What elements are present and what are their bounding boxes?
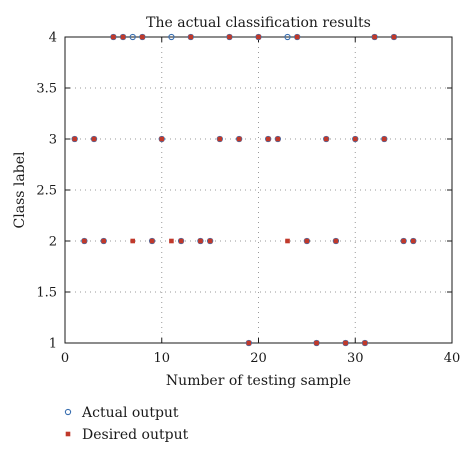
actual-output-point	[197, 237, 204, 245]
actual-output-point	[352, 135, 359, 143]
actual-output-point	[303, 237, 311, 245]
actual-output-point	[274, 135, 281, 143]
actual-output-point	[81, 237, 88, 245]
desired-output-point	[391, 34, 397, 40]
y-tick-label: 4	[49, 31, 57, 46]
actual-output-point	[381, 135, 388, 143]
actual-output-point	[255, 33, 262, 41]
actual-output-point	[216, 135, 223, 143]
x-tick-label: 40	[444, 351, 461, 366]
actual-output-point	[158, 135, 165, 143]
actual-output-point	[177, 237, 185, 245]
actual-output-point	[187, 33, 194, 41]
actual-output-point	[119, 33, 127, 41]
desired-output-point	[120, 34, 126, 40]
desired-output-point	[188, 34, 194, 40]
chart-title: The actual classification results	[146, 15, 371, 31]
actual-output-point	[284, 33, 291, 41]
desired-output-point	[227, 34, 232, 40]
desired-output-point	[411, 238, 416, 244]
desired-output-point	[101, 238, 106, 244]
actual-output-point	[371, 33, 378, 41]
actual-output-point	[226, 33, 233, 41]
desired-output-point	[275, 136, 281, 142]
actual-output-point	[332, 237, 340, 245]
actual-output-point	[90, 135, 98, 143]
y-tick-label: 1.5	[36, 286, 57, 301]
desired-output-point	[207, 238, 213, 244]
desired-output-point	[130, 238, 136, 244]
actual-output-point	[410, 237, 417, 245]
desired-output-point	[381, 136, 387, 142]
desired-output-point	[285, 238, 290, 244]
desired-output-point	[304, 238, 310, 244]
desired-output-point	[111, 34, 116, 40]
actual-output-point	[400, 237, 407, 245]
legend-entry-label: Desired output	[82, 427, 189, 443]
actual-output-point	[206, 237, 214, 245]
actual-output-point	[245, 339, 252, 347]
actual-output-point	[265, 135, 272, 143]
actual-output-point	[129, 33, 136, 41]
actual-output-point	[342, 339, 349, 347]
desired-output-point	[149, 238, 155, 244]
desired-output-point	[217, 136, 223, 142]
actual-output-point	[168, 33, 175, 41]
actual-output-point	[390, 33, 398, 41]
desired-output-point	[72, 136, 77, 142]
desired-output-point	[169, 238, 174, 244]
actual-output-point	[323, 135, 330, 143]
y-axis-label: Class label	[12, 151, 28, 228]
series-desired-output	[72, 34, 416, 346]
desired-output-point	[246, 340, 252, 346]
y-tick-label: 3	[49, 133, 57, 148]
desired-output-point	[256, 34, 261, 40]
x-axis-label: Number of testing sample	[166, 373, 351, 389]
data-series	[71, 33, 417, 347]
grid-lines	[65, 37, 452, 343]
desired-output-point	[362, 340, 368, 346]
desired-output-point	[198, 238, 203, 244]
x-tick-label: 0	[61, 351, 69, 366]
y-tick-label: 3.5	[36, 82, 57, 97]
axis-ticks: 0 10 20 30 40 1 1.5 2 2.5 3 3.5 4	[36, 31, 460, 367]
desired-output-point	[372, 34, 377, 40]
desired-output-point	[333, 238, 339, 244]
desired-output-point	[343, 340, 348, 346]
desired-output-point	[159, 136, 165, 142]
actual-output-point	[235, 135, 243, 143]
desired-output-point	[178, 238, 184, 244]
desired-output-point	[352, 136, 358, 142]
actual-output-point	[100, 237, 107, 245]
desired-output-point	[82, 238, 87, 244]
legend-marker	[65, 431, 71, 437]
desired-output-point	[314, 340, 319, 346]
actual-output-point	[110, 33, 117, 41]
desired-output-point	[236, 136, 242, 142]
x-tick-label: 30	[347, 351, 364, 366]
desired-output-point	[323, 136, 329, 142]
legend-marker	[64, 408, 72, 416]
desired-output-point	[401, 238, 406, 244]
desired-output-point	[91, 136, 97, 142]
desired-output-point	[140, 34, 145, 40]
actual-output-point	[313, 339, 320, 347]
legend: Actual output Desired output	[64, 405, 189, 443]
x-tick-label: 20	[250, 351, 267, 366]
x-tick-label: 10	[153, 351, 170, 366]
y-tick-label: 1	[49, 337, 57, 352]
actual-output-point	[71, 135, 78, 143]
y-tick-label: 2.5	[36, 184, 57, 199]
actual-output-point	[148, 237, 156, 245]
desired-output-point	[265, 136, 271, 142]
desired-output-point	[294, 34, 300, 40]
actual-output-point	[294, 33, 301, 41]
actual-output-point	[139, 33, 146, 41]
actual-output-point	[361, 339, 369, 347]
series-actual-output	[71, 33, 417, 347]
legend-entry-label: Actual output	[81, 405, 179, 421]
y-tick-label: 2	[49, 235, 57, 250]
